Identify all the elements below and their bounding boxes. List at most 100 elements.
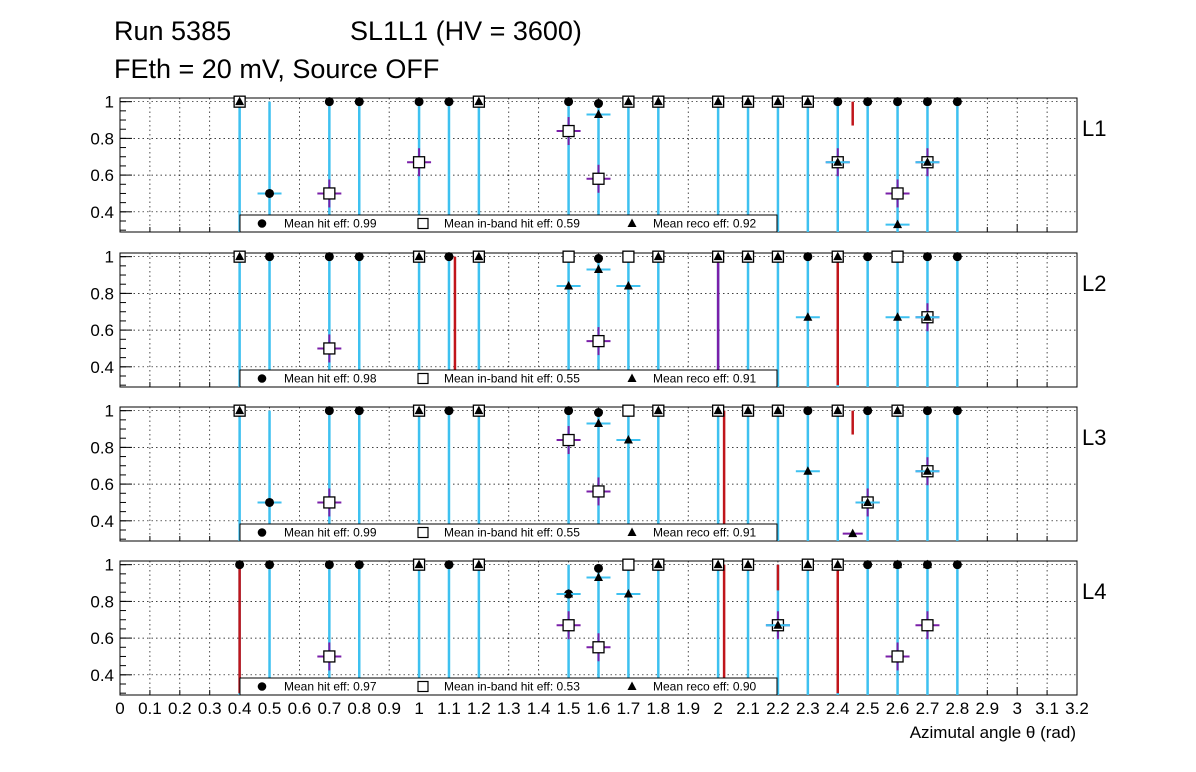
x-tick-label: 2.6 (886, 699, 910, 718)
hit-eff-point (594, 99, 603, 109)
reco-eff-point (893, 219, 903, 229)
x-tick-label: 1.3 (497, 699, 521, 718)
panel-label: L2 (1082, 271, 1106, 296)
x-tick-label: 2.1 (736, 699, 760, 718)
legend: Mean hit eff: 0.97 Mean in-band hit eff: … (239, 677, 778, 696)
reco-eff-point (713, 251, 723, 261)
hit-eff-point (564, 406, 574, 416)
x-axis-label: Azimutal angle θ (rad) (910, 723, 1076, 742)
y-tick-label: 0.8 (90, 592, 114, 611)
x-tick-label: 0.6 (288, 699, 312, 718)
legend-inband-marker (417, 372, 429, 385)
x-tick-label: 0.5 (258, 699, 282, 718)
hit-eff-point (564, 97, 574, 107)
hit-eff-point (324, 252, 334, 262)
x-tick-label: 0.1 (138, 699, 162, 718)
legend: Mean hit eff: 0.99 Mean in-band hit eff: … (239, 214, 778, 233)
legend-hit-marker (257, 528, 267, 537)
legend-hit-marker (257, 219, 267, 228)
legend-box (239, 523, 778, 542)
hit-eff-point (324, 97, 334, 107)
hit-eff-point (922, 406, 932, 416)
inband-eff-point (562, 433, 575, 447)
reco-eff-point (594, 418, 603, 428)
y-tick-label: 0.8 (90, 284, 114, 303)
legend-hit-marker (257, 682, 267, 691)
reco-eff-point (922, 466, 932, 475)
x-tick-label: 3.1 (1035, 699, 1059, 718)
panel-label: L4 (1082, 579, 1106, 604)
y-tick-label: 0.8 (90, 438, 114, 457)
hit-eff-point (863, 560, 873, 570)
y-tick-label: 0.4 (90, 203, 114, 222)
reco-eff-point (653, 405, 663, 415)
hit-eff-point (354, 97, 364, 107)
legend-reco-marker (627, 527, 637, 536)
reco-eff-point (773, 405, 783, 415)
reco-eff-point (414, 405, 424, 415)
reco-eff-point (803, 466, 813, 475)
legend-inband-label: Mean in-band hit eff: 0.55 (444, 372, 580, 386)
reco-eff-point (564, 281, 574, 290)
hit-eff-point (414, 97, 424, 107)
reco-eff-point (414, 559, 424, 569)
x-tick-label: 1.9 (676, 699, 700, 718)
run-title: Run 5385 (114, 16, 231, 46)
x-tick-label: 2.3 (796, 699, 820, 718)
hit-eff-point (594, 563, 603, 573)
x-tick-label: 0.9 (377, 699, 401, 718)
x-tick-label: 3 (1012, 699, 1021, 718)
hit-eff-point (444, 560, 454, 570)
reco-eff-point (893, 405, 903, 415)
legend-hit-label: Mean hit eff: 0.97 (284, 680, 377, 694)
reco-eff-point (235, 251, 245, 261)
reco-eff-point (564, 589, 574, 598)
reco-eff-point (713, 405, 723, 415)
x-tick-label: 1.7 (617, 699, 641, 718)
legend-inband-label: Mean in-band hit eff: 0.53 (444, 680, 580, 694)
hit-eff-point (803, 252, 813, 262)
hit-eff-point (952, 406, 962, 416)
reco-eff-point (803, 559, 813, 569)
reco-eff-point (623, 435, 633, 444)
reco-eff-point (414, 251, 424, 261)
reco-eff-point (594, 572, 603, 582)
reco-eff-point (653, 96, 663, 106)
x-axis: 0 0.1 0.2 0.3 0.4 0.5 0.6 0.7 0.8 0.9 1 1.1 1.2 1.3 1.… (115, 699, 1089, 718)
hit-eff-point (265, 188, 275, 198)
inband-eff-point (562, 124, 575, 138)
hit-eff-point (324, 560, 334, 570)
x-tick-label: 1.8 (646, 699, 670, 718)
reco-eff-point (773, 96, 783, 106)
reco-eff-point (623, 281, 633, 290)
hit-eff-point (354, 560, 364, 570)
inband-eff-point (323, 187, 336, 200)
reco-eff-point (474, 96, 484, 106)
x-tick-label: 0.2 (168, 699, 192, 718)
hit-eff-point (594, 408, 603, 418)
x-tick-label: 2.9 (975, 699, 999, 718)
y-tick-label: 0.6 (90, 629, 114, 648)
reco-eff-point (833, 405, 843, 415)
reco-eff-point (474, 405, 484, 415)
legend-reco-label: Mean reco eff: 0.90 (653, 680, 757, 694)
x-tick-label: 1.4 (527, 699, 551, 718)
hit-eff-point (833, 97, 843, 107)
hit-eff-point (922, 252, 932, 262)
x-tick-label: 2.8 (946, 699, 970, 718)
x-tick-label: 2.4 (826, 699, 850, 718)
hit-eff-point (922, 97, 932, 107)
legend-inband-marker (417, 680, 429, 693)
hit-eff-point (324, 406, 334, 416)
y-tick-label: 1 (105, 402, 114, 421)
y-tick-label: 0.4 (90, 666, 114, 685)
legend-inband-label: Mean in-band hit eff: 0.59 (444, 217, 580, 231)
reco-eff-point (893, 312, 903, 321)
reco-eff-point (713, 559, 723, 569)
hit-eff-point (354, 406, 364, 416)
reco-eff-point (235, 405, 245, 415)
reco-eff-point (623, 589, 633, 598)
x-tick-label: 2.5 (856, 699, 880, 718)
inband-eff-point (592, 172, 605, 185)
